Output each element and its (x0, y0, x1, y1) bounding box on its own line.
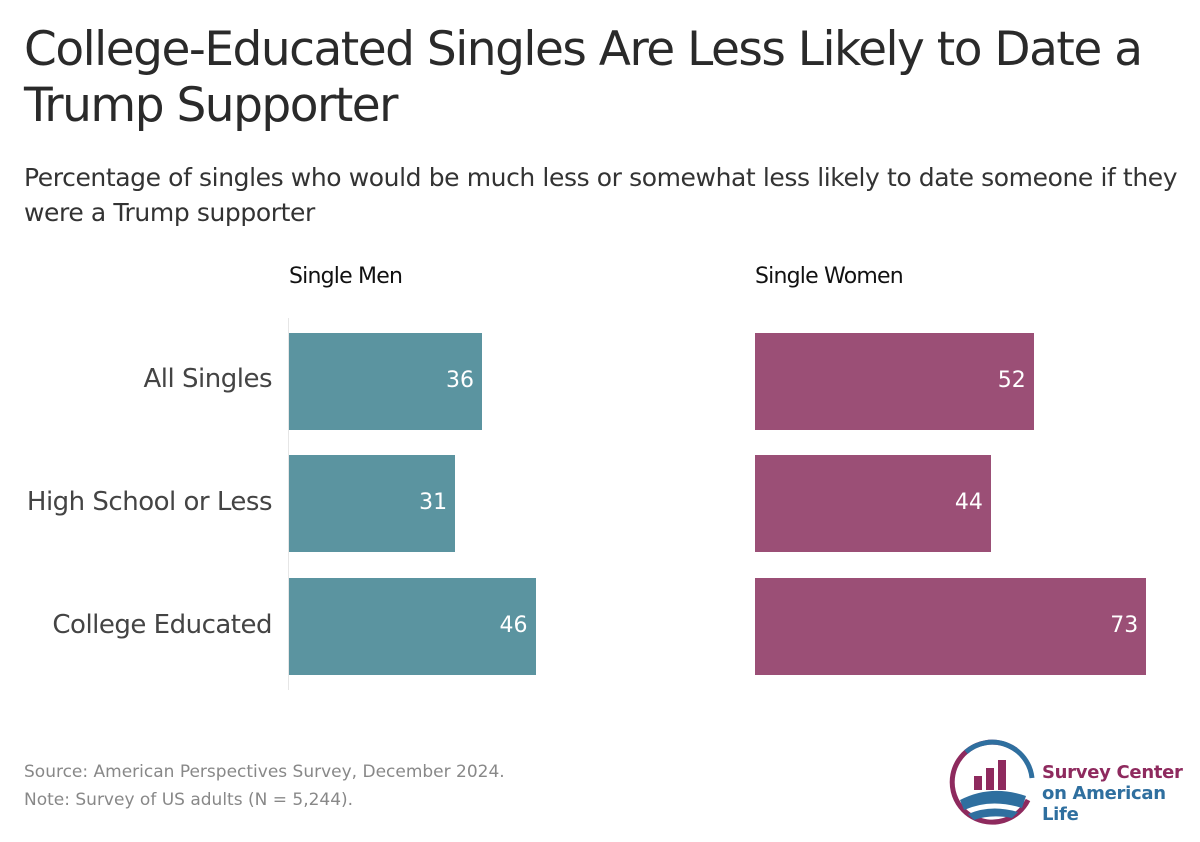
data-label: 52 (997, 368, 1026, 393)
sample-note: Note: Survey of US adults (N = 5,244). (24, 790, 354, 810)
data-label: 46 (499, 613, 528, 638)
survey-center-logo-icon (949, 739, 1035, 825)
data-label: 44 (954, 490, 983, 515)
bar-men-0 (289, 333, 482, 430)
category-label: High School or Less (26, 487, 273, 517)
data-label: 31 (419, 490, 448, 515)
category-label: College Educated (52, 610, 272, 640)
bar-women-2 (755, 578, 1147, 675)
category-label: All Singles (143, 364, 273, 394)
bar-women-0 (755, 333, 1034, 430)
logo-text-line1: Survey Center (1042, 762, 1183, 783)
bar-men-1 (289, 455, 456, 552)
bar-women-1 (755, 455, 991, 552)
bar-men-2 (289, 578, 536, 675)
logo-text-line2: on American Life (1042, 783, 1166, 825)
source-note: Source: American Perspectives Survey, De… (24, 762, 505, 782)
chart-title: College-Educated Singles Are Less Likely… (24, 22, 1143, 133)
panel-title-men: Single Men (289, 264, 403, 289)
data-label: 73 (1110, 613, 1139, 638)
data-label: 36 (445, 368, 474, 393)
y-axis-line (288, 318, 289, 690)
panel-title-women: Single Women (755, 264, 904, 289)
chart-subtitle: Percentage of singles who would be much … (24, 163, 1178, 227)
